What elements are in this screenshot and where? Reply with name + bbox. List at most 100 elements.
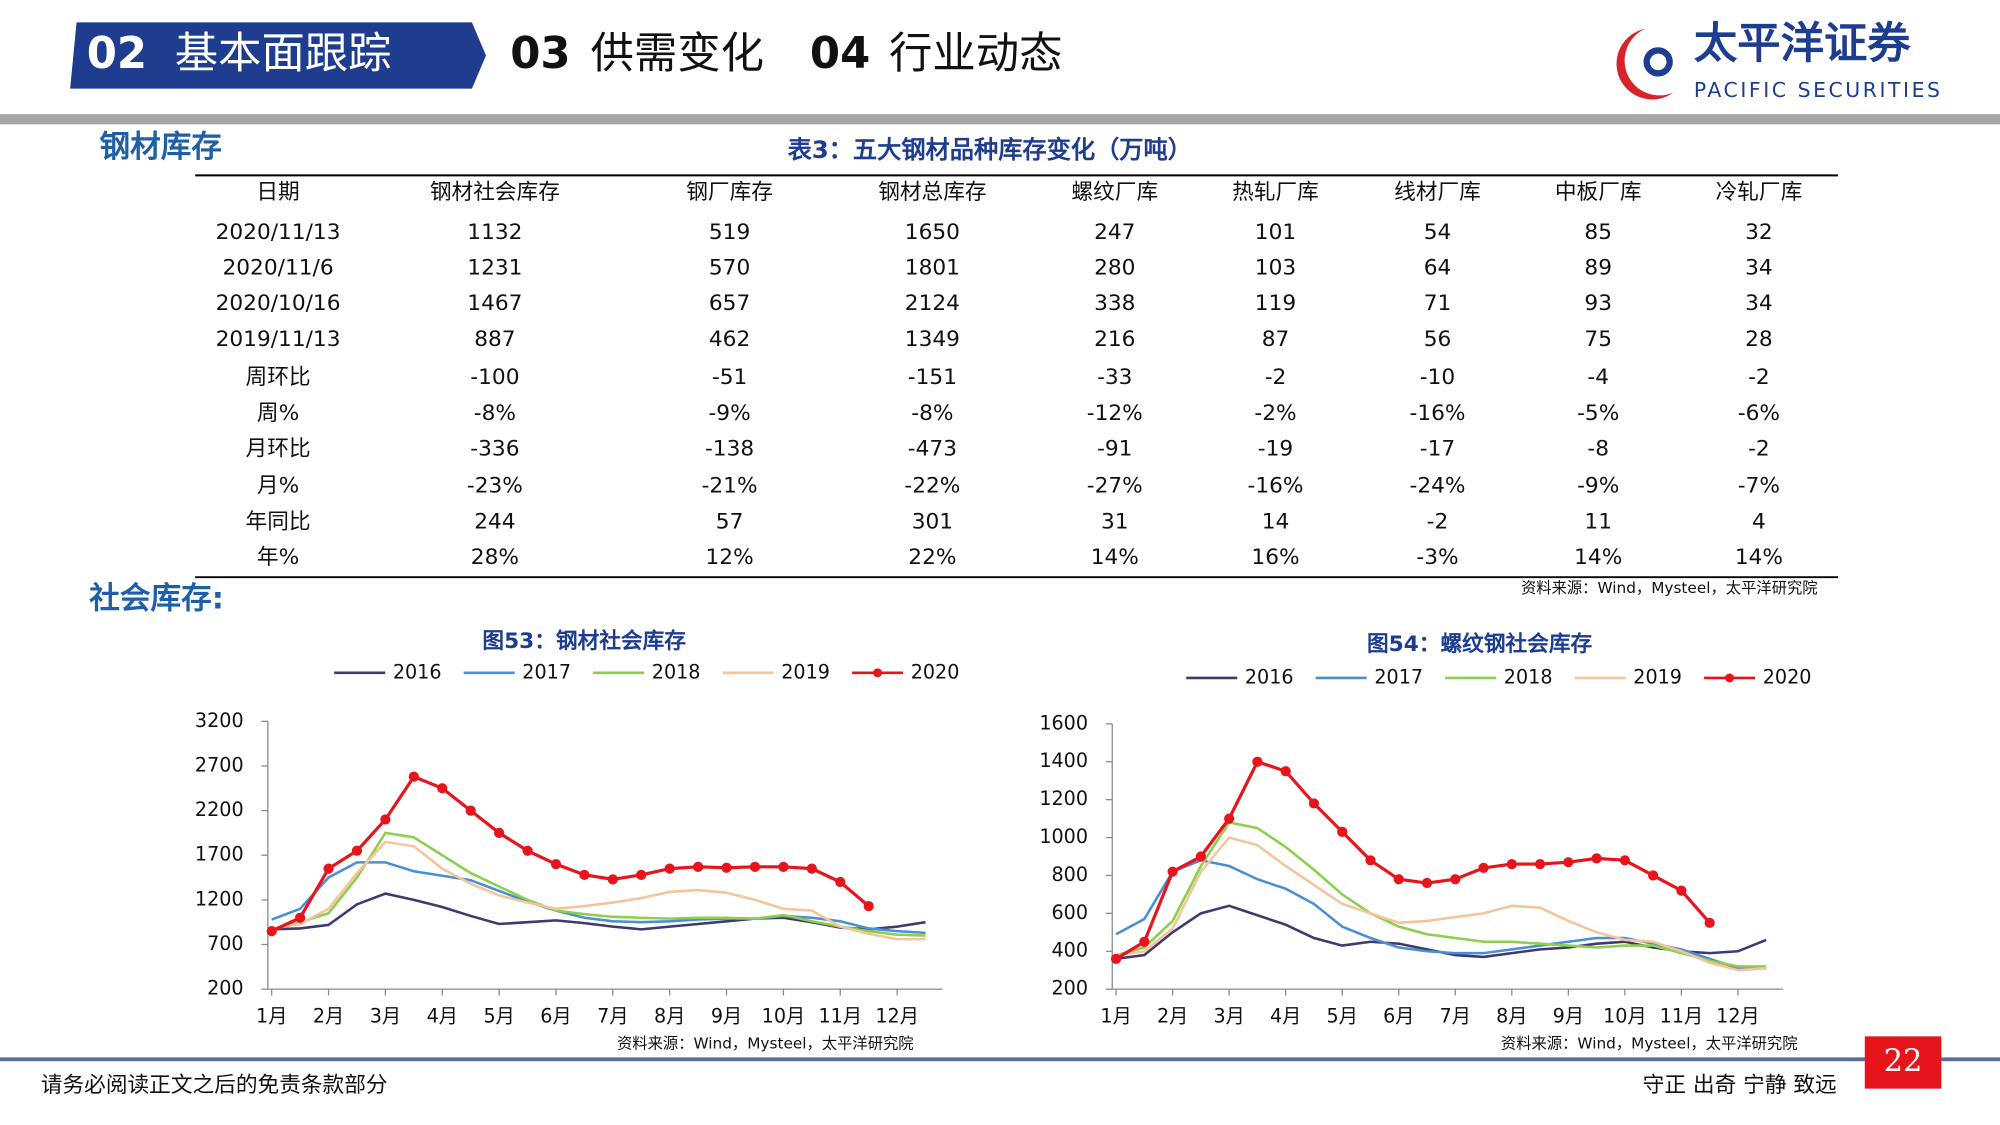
- legend-marker: [873, 668, 883, 678]
- table-cell: 2020/10/16: [216, 291, 341, 316]
- y-tick-label: 800: [1051, 863, 1088, 886]
- series-marker: [693, 861, 704, 872]
- table-cell: 85: [1584, 220, 1612, 245]
- table-cell: -2: [1427, 509, 1449, 534]
- table-cell: 216: [1094, 327, 1135, 352]
- table-cell: -151: [908, 365, 957, 390]
- table-cell: -23%: [467, 474, 523, 499]
- series-line: [271, 774, 870, 933]
- table-cell: -27%: [1087, 474, 1143, 499]
- table-cell: -22%: [904, 474, 960, 499]
- table-cell: 87: [1262, 327, 1290, 352]
- table-cell: 16%: [1251, 545, 1299, 570]
- table-cell: 14%: [1735, 545, 1783, 570]
- series-marker: [1110, 953, 1122, 964]
- series-marker: [607, 874, 618, 885]
- series-line: [1115, 858, 1767, 970]
- table-cell: 14: [1262, 509, 1290, 534]
- column-header: 钢材社会库存: [430, 180, 560, 205]
- table-cell: -336: [470, 437, 519, 462]
- y-tick-label: 1000: [1039, 825, 1088, 848]
- series-line: [1115, 820, 1767, 968]
- table-cell: -9%: [1577, 474, 1619, 499]
- tab-label: 基本面跟踪: [175, 29, 392, 79]
- table-cell: 119: [1255, 291, 1296, 316]
- series-marker: [1308, 798, 1320, 809]
- page-badge: [1864, 1036, 1942, 1089]
- legend-label: 2020: [911, 660, 960, 683]
- source-note: 资料来源：Wind，Mysteel，太平洋研究院: [1521, 579, 1818, 597]
- legend-label: 2017: [1374, 665, 1423, 688]
- x-tick-label: 12月: [875, 1005, 918, 1028]
- series-marker: [465, 805, 476, 816]
- y-tick-label: 2700: [195, 753, 244, 776]
- table-cell: 103: [1255, 255, 1296, 280]
- series-marker: [1591, 853, 1602, 864]
- table-cell: 657: [709, 291, 750, 316]
- legend-label: 2017: [522, 660, 571, 683]
- table-cell: 64: [1424, 255, 1452, 280]
- x-tick-label: 3月: [370, 1005, 401, 1028]
- disclaimer: 请务必阅读正文之后的免责条款部分: [41, 1073, 388, 1098]
- series-line: [1115, 759, 1711, 961]
- series-marker: [1280, 766, 1291, 777]
- series-marker: [835, 876, 846, 888]
- series-marker: [749, 861, 761, 872]
- x-tick-label: 1月: [256, 1005, 287, 1028]
- table-cell: -2: [1265, 365, 1287, 390]
- legend-label: 2018: [1504, 665, 1553, 688]
- x-tick-label: 5月: [1327, 1005, 1358, 1028]
- series-marker: [1534, 858, 1546, 870]
- column-header: 钢厂库存: [686, 180, 773, 205]
- table-cell: -10: [1420, 365, 1455, 390]
- series-marker: [1506, 858, 1517, 870]
- series-marker: [1224, 813, 1235, 824]
- table-cell: 1349: [905, 327, 960, 352]
- series-marker: [1478, 862, 1489, 873]
- x-tick-label: 5月: [483, 1005, 514, 1028]
- series-marker: [550, 859, 562, 870]
- table-cell: -100: [470, 365, 519, 390]
- series-marker: [579, 869, 590, 880]
- table-cell: 301: [912, 509, 953, 534]
- legend-label: 2019: [781, 660, 830, 683]
- table-cell: 12%: [706, 545, 754, 570]
- series-marker: [1167, 866, 1178, 877]
- table-cell: -16%: [1248, 474, 1304, 499]
- tab-num: 02: [87, 29, 147, 79]
- table-cell: 338: [1094, 291, 1135, 316]
- table-cell: 14%: [1574, 545, 1622, 570]
- legend-marker: [1725, 673, 1735, 683]
- series-marker: [437, 783, 448, 794]
- table-cell: -2: [1748, 437, 1770, 462]
- table-cell: -12%: [1087, 401, 1143, 426]
- table-cell: 75: [1584, 327, 1612, 352]
- table-cell: 22%: [908, 545, 956, 570]
- table-cell: -4: [1587, 365, 1609, 390]
- legend-label: 2016: [393, 660, 442, 683]
- x-tick-label: 4月: [1270, 1005, 1301, 1028]
- y-tick-label: 200: [207, 977, 244, 1000]
- x-tick-label: 8月: [1496, 1005, 1527, 1028]
- series-marker: [380, 814, 391, 825]
- series-marker: [1704, 917, 1715, 928]
- y-tick-label: 200: [1051, 977, 1088, 1000]
- x-tick-label: 7月: [597, 1005, 628, 1028]
- series-marker: [1563, 857, 1574, 868]
- table-cell: 101: [1255, 220, 1296, 245]
- legend-label: 2016: [1245, 665, 1294, 688]
- legend-label: 2019: [1633, 665, 1682, 688]
- table-cell: -51: [712, 365, 747, 390]
- table-cell: 462: [709, 327, 750, 352]
- x-tick-label: 9月: [1553, 1005, 1584, 1028]
- table-cell: 93: [1584, 291, 1612, 316]
- table-cell: 2020/11/6: [222, 255, 333, 280]
- column-header: 线材厂库: [1394, 180, 1481, 205]
- series-marker: [494, 827, 505, 839]
- column-header: 螺纹厂库: [1071, 180, 1158, 205]
- x-tick-label: 11月: [1660, 1005, 1703, 1028]
- table-cell: 月%: [257, 474, 299, 499]
- y-tick-label: 1400: [1039, 749, 1088, 772]
- table-cell: -91: [1097, 437, 1132, 462]
- table-cell: -2: [1748, 365, 1770, 390]
